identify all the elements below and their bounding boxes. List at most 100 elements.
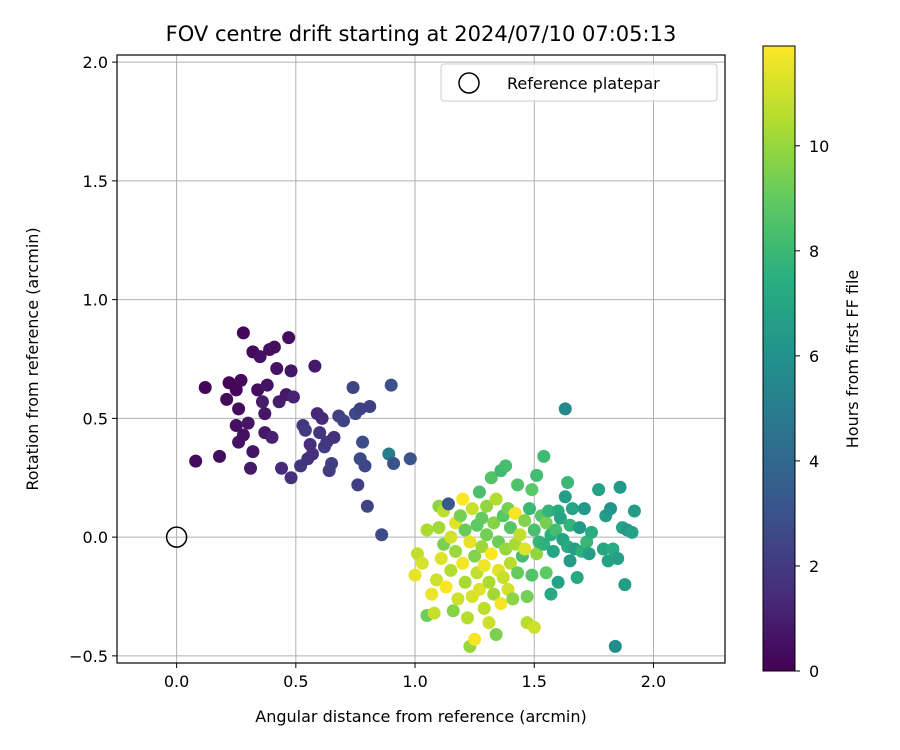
scatter-point	[425, 587, 439, 601]
scatter-point	[596, 542, 610, 556]
scatter-point	[189, 454, 203, 468]
scatter-point	[244, 461, 258, 475]
scatter-point	[420, 523, 434, 537]
scatter-point	[520, 590, 534, 603]
scatter-point	[482, 616, 496, 630]
scatter-point	[432, 521, 446, 535]
scatter-point	[265, 430, 279, 444]
legend-box	[440, 63, 718, 102]
scatter-point	[220, 392, 234, 406]
chart-title: FOV centre drift starting at 2024/07/10 …	[166, 22, 677, 46]
scatter-point	[487, 587, 501, 601]
scatter-point	[313, 426, 327, 440]
x-axis-label: Angular distance from reference (arcmin)	[255, 707, 586, 726]
scatter-point	[282, 331, 296, 345]
scatter-point	[255, 395, 269, 409]
scatter-point	[539, 516, 553, 530]
scatter-point	[384, 378, 398, 392]
scatter-point	[544, 587, 558, 601]
colorbar-tick-label: 6	[809, 347, 819, 366]
scatter-point	[499, 459, 513, 473]
scatter-point	[441, 497, 455, 511]
scatter-point	[522, 502, 536, 516]
scatter-point	[408, 568, 422, 582]
scatter-point	[553, 511, 567, 525]
scatter-point	[496, 571, 510, 584]
y-tick-label: 1.0	[83, 291, 108, 310]
scatter-point	[363, 400, 377, 413]
y-tick-label: 1.5	[83, 172, 108, 191]
scatter-point	[387, 457, 401, 470]
scatter-point	[213, 449, 227, 463]
scatter-point	[308, 359, 322, 373]
y-tick-label: 2.0	[83, 53, 108, 72]
x-tick-label: 1.5	[522, 672, 547, 691]
plot-frame	[116, 54, 726, 664]
scatter-point	[427, 606, 441, 620]
x-tick-label: 1.0	[402, 672, 427, 691]
reference-platepar-marker	[165, 526, 188, 548]
scatter-point	[537, 537, 551, 551]
scatter-point	[198, 381, 212, 394]
y-tick-label: 0.0	[83, 528, 108, 547]
scatter-point	[298, 423, 312, 437]
scatter-point	[236, 428, 250, 442]
scatter-point	[444, 563, 458, 577]
legend: Reference platepar	[440, 63, 718, 102]
scatter-point	[530, 547, 544, 561]
scatter-point	[460, 611, 474, 625]
grid-lines	[117, 55, 725, 663]
scatter-point	[546, 544, 560, 558]
y-tick-label: 0.5	[83, 409, 108, 428]
scatter-point	[503, 521, 517, 535]
colorbar	[762, 45, 796, 672]
scatter-point	[508, 506, 522, 520]
colorbar-label: Hours from first FF file	[843, 270, 862, 449]
scatter-point	[375, 528, 389, 542]
x-tick-label: 0.0	[164, 672, 189, 691]
scatter-point	[458, 523, 472, 537]
scatter-point	[558, 402, 572, 416]
scatter-point	[506, 592, 520, 606]
scatter-point	[356, 435, 370, 449]
scatter-point	[351, 478, 365, 492]
scatter-point	[551, 575, 565, 589]
scatter-point	[246, 445, 260, 459]
scatter-point	[275, 461, 289, 475]
scatter-point	[306, 447, 320, 461]
scatter-point	[613, 480, 627, 494]
scatter-point	[451, 592, 465, 606]
colorbar-tick-label: 4	[809, 452, 819, 471]
scatter-point	[360, 499, 374, 513]
scatter-point	[611, 552, 625, 565]
scatter-point	[260, 378, 274, 392]
scatter-point	[558, 490, 572, 504]
scatter-point	[503, 556, 517, 570]
scatter-point	[582, 547, 596, 561]
scatter-point	[530, 468, 544, 482]
scatter-point	[444, 530, 458, 544]
colorbar-tick-label: 2	[809, 557, 819, 576]
scatter-point	[625, 525, 639, 539]
scatter-point	[456, 492, 470, 506]
scatter-point	[403, 452, 417, 466]
scatter-point	[525, 483, 539, 497]
y-tick-label: −0.5	[69, 647, 108, 666]
scatter-point	[537, 449, 551, 463]
scatter-point	[527, 620, 541, 634]
x-tick-label: 2.0	[641, 672, 666, 691]
scatter-point	[513, 528, 527, 542]
scatter-point	[489, 492, 503, 506]
scatter-point	[539, 566, 553, 580]
scatter-point	[527, 523, 541, 537]
scatter-point	[618, 578, 632, 592]
x-tick-label: 0.5	[283, 672, 308, 691]
scatter-point	[456, 556, 470, 570]
scatter-point	[475, 511, 489, 525]
scatter-point	[236, 326, 250, 340]
colorbar-ticks: 0 2 4 6 8 10	[795, 137, 829, 681]
scatter-point	[477, 559, 491, 573]
scatter-point	[627, 504, 641, 518]
scatter-point	[327, 430, 341, 444]
